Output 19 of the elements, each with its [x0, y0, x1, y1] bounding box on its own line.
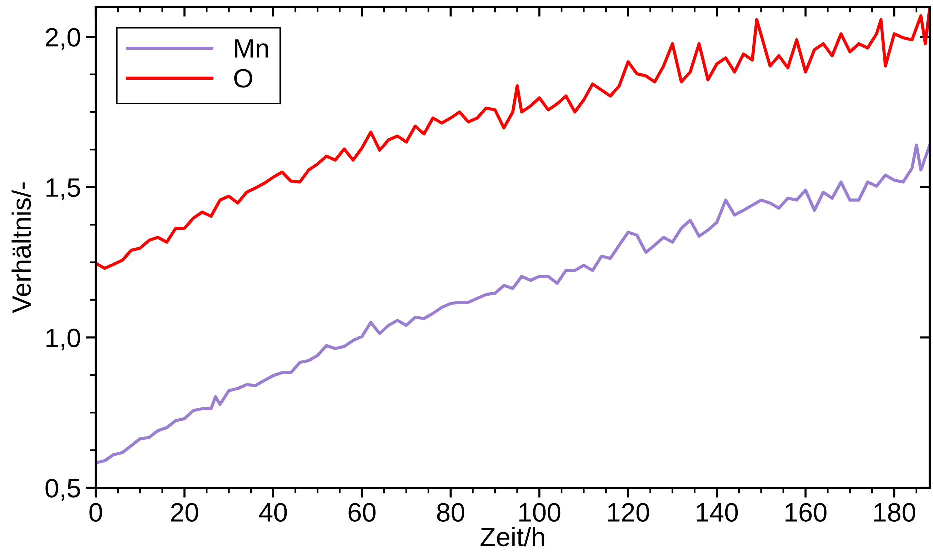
- y-tick-label: 2,0: [46, 28, 80, 50]
- y-axis-title: Verhältnis/-: [12, 182, 32, 314]
- y-tick-label: 0,5: [46, 479, 80, 501]
- line-series: [96, 144, 930, 465]
- y-tick-label: 1,0: [46, 328, 80, 351]
- x-tick-label: 80: [437, 503, 465, 522]
- legend-label: O: [234, 69, 252, 88]
- x-tick-label: 100: [520, 503, 561, 522]
- x-axis-title: Zeit/h: [480, 527, 544, 547]
- x-tick-label: 140: [697, 503, 738, 522]
- x-tick-label: 180: [874, 503, 916, 522]
- legend-label: Mn: [235, 40, 268, 58]
- x-tick-label: 40: [259, 503, 288, 522]
- x-tick-label: 0: [90, 503, 102, 522]
- x-tick-label: 60: [348, 503, 376, 522]
- x-tick-label: 160: [786, 503, 827, 522]
- x-tick-label: 120: [608, 503, 650, 522]
- x-tick-label: 20: [171, 503, 198, 522]
- y-tick-label: 1,5: [46, 178, 80, 200]
